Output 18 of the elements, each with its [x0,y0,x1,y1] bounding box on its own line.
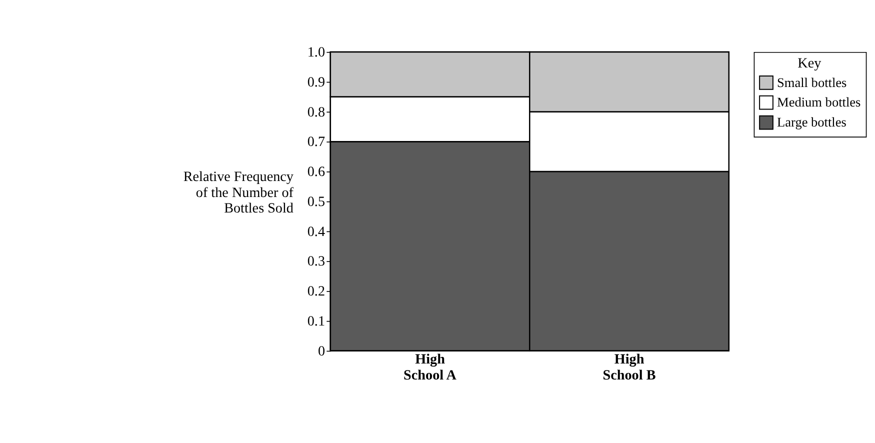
legend-label: Medium bottles [777,94,861,110]
y-tick-label: 0.7 [307,134,326,150]
legend-title: Key [798,56,822,72]
y-tick-label: 0.4 [307,224,326,240]
y-tick-label: 0.6 [307,164,326,180]
y-tick-label: 0.8 [307,104,326,120]
y-tick-label: 0.1 [307,313,326,330]
y-tick-label: 0.5 [307,194,326,210]
legend-label: Large bottles [777,114,846,130]
y-axis-title: Relative Frequency of the Number of Bottles Sold [183,169,294,217]
y-tick-label: 0.3 [307,254,326,270]
y-tick-label: 1.0 [307,44,326,61]
x-tick-label: High School B [602,352,656,384]
y-tick-label: 0.2 [307,284,326,300]
legend-label: Small bottles [777,74,847,90]
y-tick-label: 0.9 [307,74,326,90]
y-tick-label: 0 [318,343,326,360]
x-tick-label: High School A [404,352,458,384]
